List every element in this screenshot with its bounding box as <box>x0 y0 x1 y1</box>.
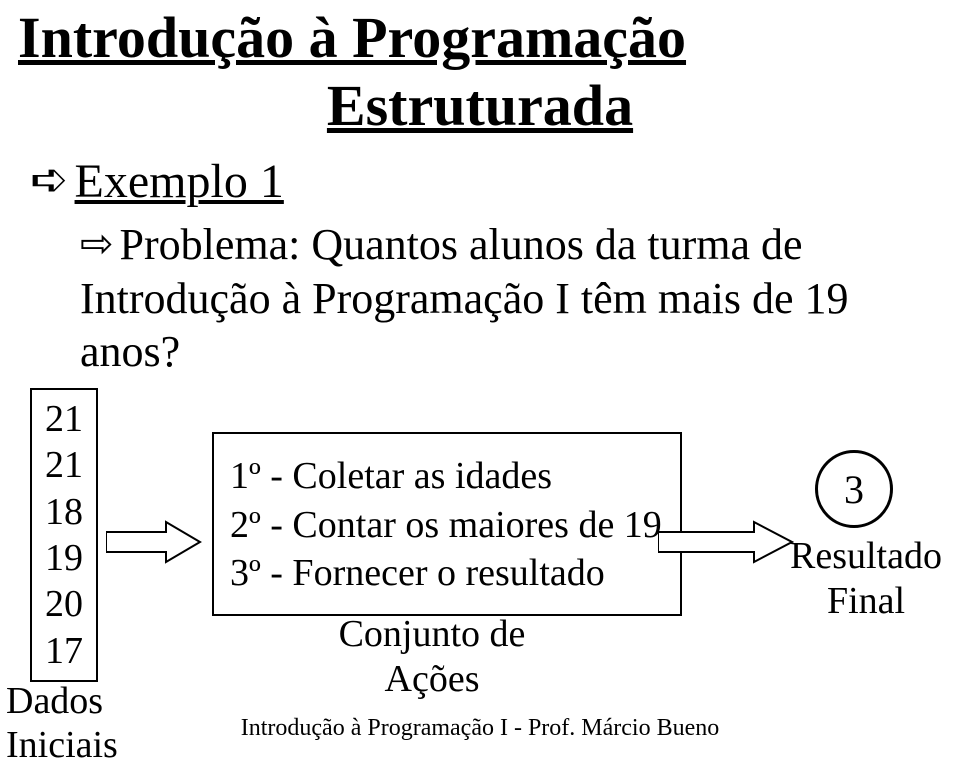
actions-label-line2: Ações <box>385 658 480 700</box>
arrow-right-icon <box>658 520 794 564</box>
data-value: 17 <box>32 628 96 674</box>
data-value: 20 <box>32 581 96 627</box>
initial-data-box: 21 21 18 19 20 17 <box>30 388 98 682</box>
data-value: 18 <box>32 489 96 535</box>
result-circle: 3 <box>815 450 893 528</box>
slide: Introdução à Programação Estruturada ➪Ex… <box>0 0 960 746</box>
page-title-line2: Estruturada <box>0 72 960 139</box>
actions-box: 1º - Coletar as idades 2º - Contar os ma… <box>212 432 682 616</box>
slide-footer: Introdução à Programação I - Prof. Márci… <box>0 715 960 742</box>
example-label: Exemplo 1 <box>75 155 284 208</box>
page-title-line1: Introdução à Programação <box>18 4 686 71</box>
actions-label: Conjunto de Ações <box>212 612 652 702</box>
arrow-right-icon <box>106 520 202 564</box>
result-label-line2: Final <box>827 580 905 622</box>
result-label-line1: Resultado <box>790 535 942 577</box>
action-step: 1º - Coletar as idades <box>230 452 670 501</box>
actions-label-line1: Conjunto de <box>339 613 526 655</box>
example-bullet-icon: ➪ <box>30 152 69 206</box>
action-step: 3º - Fornecer o resultado <box>230 549 670 598</box>
data-value: 21 <box>32 396 96 442</box>
problem-bullet-icon: ⇨ <box>80 220 114 269</box>
problem-statement: ⇨Problema: Quantos alunos da turma de In… <box>80 218 930 379</box>
action-step: 2º - Contar os maiores de 19 <box>230 501 670 550</box>
data-value: 19 <box>32 535 96 581</box>
example-heading: ➪Exemplo 1 <box>30 152 284 209</box>
problem-text: Problema: Quantos alunos da turma de Int… <box>80 220 849 376</box>
result-label: Resultado Final <box>776 534 956 624</box>
data-value: 21 <box>32 442 96 488</box>
result-value: 3 <box>844 466 864 513</box>
